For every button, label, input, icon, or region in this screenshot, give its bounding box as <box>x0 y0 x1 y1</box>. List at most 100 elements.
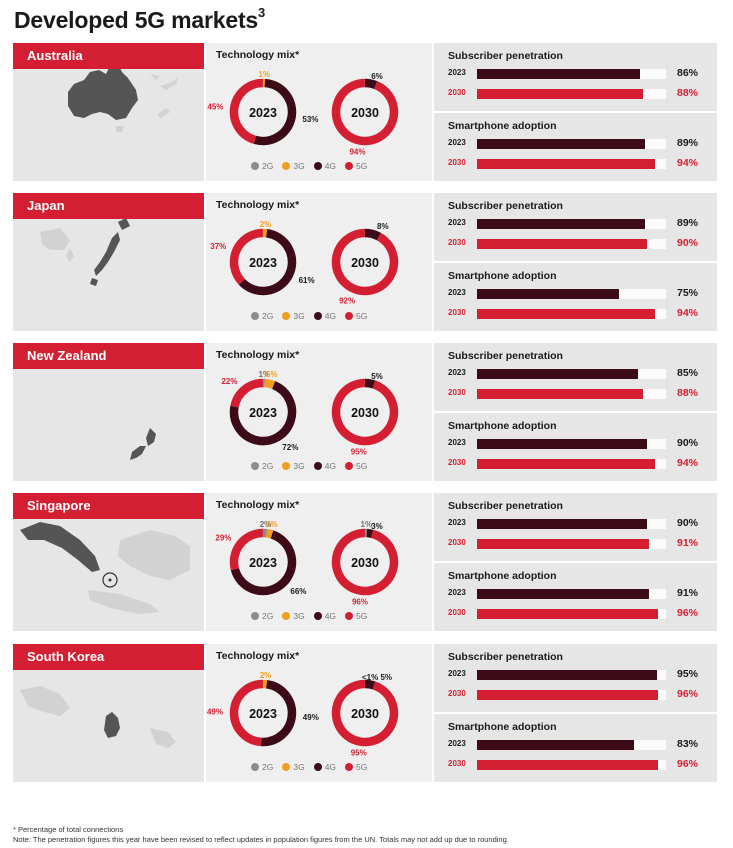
legend-label: 5G <box>356 611 368 621</box>
bar-value-label: 83% <box>677 738 699 750</box>
footnote-percentage: * Percentage of total connections <box>13 825 124 834</box>
subscriber-penetration-section: Subscriber penetration 2023 89% 2030 90% <box>434 193 717 261</box>
donut-slice-4g <box>230 530 297 596</box>
bar-track <box>477 239 666 249</box>
legend-dot-5g <box>345 763 354 771</box>
country-block-south-korea: South Korea Technology mix* 2023 2% 49% 49% 20… <box>13 644 717 782</box>
donut-center-label: 2030 <box>351 406 379 420</box>
technology-legend: 2G 3G 4G 5G <box>251 161 367 171</box>
land-shape <box>66 248 74 262</box>
technology-mix-title: Technology mix* <box>216 499 300 511</box>
donut-slice-4g <box>229 381 297 446</box>
bar-track <box>477 369 666 379</box>
country-label: Singapore <box>13 493 204 519</box>
donut-label-4g: 6% <box>371 72 383 81</box>
bar-fill-2023 <box>477 139 646 149</box>
bar-year-label: 2030 <box>448 308 466 317</box>
legend-dot-3g <box>282 462 291 470</box>
penetration-panel: Subscriber penetration 2023 90% 2030 91% Smar… <box>434 493 717 631</box>
donut-slice-5g <box>229 228 264 285</box>
land-shape <box>116 126 124 132</box>
technology-mix-title: Technology mix* <box>216 349 300 361</box>
legend-label: 5G <box>356 762 368 772</box>
land-shape <box>118 219 130 230</box>
smartphone-adoption-title: Smartphone adoption <box>448 120 557 132</box>
smartphone-adoption-section: Smartphone adoption 2023 83% 2030 96% <box>434 714 717 782</box>
legend-dot-4g <box>313 162 322 170</box>
legend-dot-4g <box>313 763 322 771</box>
legend-5g: 5G <box>345 611 367 621</box>
bar-row-2023: 2023 90% <box>434 437 717 451</box>
land-shape <box>158 108 170 118</box>
donut-2023: 2023 2% 49% 49% <box>207 671 319 747</box>
donut-slice-4g <box>253 78 297 146</box>
bar-value-label: 91% <box>677 587 699 599</box>
bar-value-label: 75% <box>677 287 699 299</box>
donut-label-5g: 45% <box>207 102 223 111</box>
bar-fill-2023 <box>477 439 648 449</box>
bar-value-label: 95% <box>677 668 699 680</box>
bar-value-label: 94% <box>677 307 699 319</box>
legend-3g: 3G <box>282 611 305 621</box>
legend-4g: 4G <box>313 311 336 321</box>
bar-value-label: 94% <box>677 457 699 469</box>
bar-row-2023: 2023 90% <box>434 517 717 531</box>
donut-label-4g: 5% <box>371 372 383 381</box>
donut-slice-3g <box>264 378 276 390</box>
donut-center-label: 2023 <box>249 256 277 270</box>
donut-slice-5g <box>331 528 399 596</box>
donut-center-label: 2023 <box>249 707 277 721</box>
bar-value-label: 96% <box>677 758 699 770</box>
bar-year-label: 2023 <box>448 218 466 227</box>
donut-label-2g: 1% <box>361 520 373 529</box>
map-panel: Australia <box>13 43 204 181</box>
donut-2023: 2023 1%5% 72% 22% <box>221 370 298 452</box>
country-label: Japan <box>13 193 204 219</box>
donut-label-3g: 3% <box>266 520 278 529</box>
legend-3g: 3G <box>282 461 305 471</box>
bar-row-2030: 2030 96% <box>434 607 717 621</box>
land-shape <box>130 446 146 460</box>
bar-fill-2030 <box>477 539 649 549</box>
smartphone-adoption-title: Smartphone adoption <box>448 721 557 733</box>
donut-label-4g: <1% 5% <box>362 673 392 682</box>
bar-row-2023: 2023 89% <box>434 137 717 151</box>
bar-row-2023: 2023 89% <box>434 217 717 231</box>
donut-slice-4g <box>366 528 374 539</box>
bar-track <box>477 589 666 599</box>
bar-row-2030: 2030 88% <box>434 87 717 101</box>
bar-row-2030: 2030 94% <box>434 457 717 471</box>
bar-value-label: 89% <box>677 217 699 229</box>
bar-value-label: 91% <box>677 537 699 549</box>
bar-year-label: 2030 <box>448 388 466 397</box>
donut-2030: 2030 6% 94% <box>331 72 399 156</box>
country-label: New Zealand <box>13 343 204 369</box>
country-map <box>20 522 190 614</box>
legend-dot-5g <box>345 162 354 170</box>
bar-value-label: 90% <box>677 237 699 249</box>
title-footnote-marker: 3 <box>258 5 266 21</box>
bar-row-2023: 2023 95% <box>434 668 717 682</box>
land-shape <box>88 590 160 614</box>
penetration-panel: Subscriber penetration 2023 95% 2030 96% Smar… <box>434 644 717 782</box>
smartphone-adoption-section: Smartphone adoption 2023 90% 2030 94% <box>434 413 717 481</box>
bar-fill-2030 <box>477 690 659 700</box>
legend-dot-2g <box>251 763 259 771</box>
legend-dot-3g <box>282 312 291 320</box>
bar-track <box>477 519 666 529</box>
bar-row-2030: 2030 88% <box>434 387 717 401</box>
donut-center-label: 2023 <box>249 406 277 420</box>
bar-row-2030: 2030 94% <box>434 307 717 321</box>
penetration-panel: Subscriber penetration 2023 85% 2030 88% Smar… <box>434 343 717 481</box>
location-marker <box>102 572 118 588</box>
country-label: South Korea <box>13 644 204 670</box>
bar-value-label: 85% <box>677 367 699 379</box>
bar-track <box>477 539 666 549</box>
subscriber-penetration-section: Subscriber penetration 2023 85% 2030 88% <box>434 343 717 411</box>
country-map <box>68 69 178 132</box>
legend-label: 5G <box>356 461 368 471</box>
bar-row-2023: 2023 86% <box>434 67 717 81</box>
subscriber-penetration-title: Subscriber penetration <box>448 651 563 663</box>
legend-dot-4g <box>313 462 322 470</box>
bar-year-label: 2023 <box>448 438 466 447</box>
